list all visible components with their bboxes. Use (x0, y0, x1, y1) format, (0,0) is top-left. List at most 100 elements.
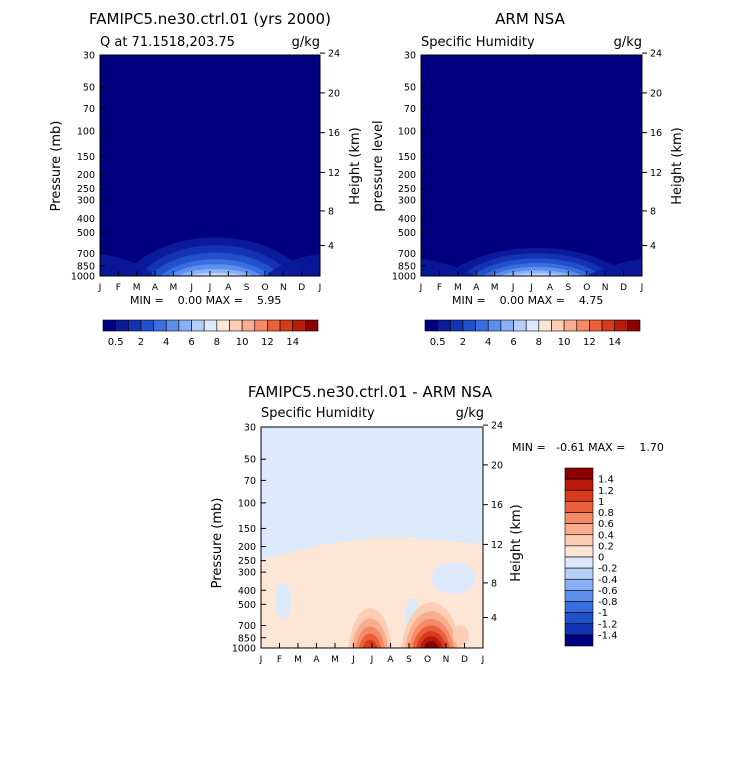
chart2-ytick-right-label-3: 12 (650, 168, 662, 179)
chart3-units: g/kg (456, 406, 484, 421)
colorbar-diff-swatch-6 (564, 534, 594, 547)
chart3-neg-patch-left (275, 582, 292, 619)
chart2-ylabel: pressure level (371, 120, 386, 211)
chart2-field (421, 55, 642, 276)
chart3-ylabel-right: Height (km) (509, 504, 524, 581)
colorbar-top-left-swatch-13 (267, 319, 281, 332)
chart1-ytick-label-0: 30 (83, 51, 95, 62)
chart3-xtick-label-0: J (259, 655, 263, 665)
chart2-xtick-label-11: D (620, 283, 627, 293)
chart1-ylabel: Pressure (mb) (49, 121, 64, 212)
chart3-stats: MIN = -0.61 MAX = 1.70 (512, 441, 664, 454)
chart1-ylabel-right: Height (km) (348, 127, 363, 204)
chart2-background (421, 55, 642, 276)
colorbar-top-left-swatch-1 (115, 319, 129, 332)
chart1-subtitle: Q at 71.1518,203.75 (100, 35, 235, 50)
colorbar-top-right-label-3: 6 (510, 337, 516, 348)
colorbar-top-right-label-5: 10 (558, 337, 571, 348)
chart2-xtick-label-1: F (437, 283, 442, 293)
colorbar-top-right-swatch-2 (449, 319, 464, 332)
chart2-xtick-label-10: N (602, 283, 609, 293)
colorbar-top-left-label-3: 6 (188, 337, 194, 348)
chart1-ytick-label-10: 700 (77, 249, 95, 260)
chart2-ytick-label-8: 400 (398, 214, 416, 225)
colorbar-top-left-label-5: 10 (236, 337, 249, 348)
chart2-xtick-label-9: O (583, 283, 590, 293)
chart3-ytick-label-1: 50 (244, 455, 256, 466)
colorbar-diff-swatch-11 (564, 590, 594, 602)
chart2-ytick-right-label-4: 8 (650, 206, 656, 217)
chart1-ytick-label-7: 300 (77, 196, 95, 207)
colorbar-diff-swatch-12 (564, 601, 594, 613)
chart2-subtitle: Specific Humidity (421, 35, 535, 50)
colorbar-diff-label-2: 1 (598, 497, 604, 508)
chart2-winter-layer-late (586, 258, 642, 276)
chart1-ytick-label-11: 850 (77, 261, 95, 272)
colorbar-top-right-swatch-11 (563, 319, 578, 332)
chart1-ytick-label-9: 500 (77, 228, 95, 239)
colorbar-diff-swatch-15 (564, 634, 594, 647)
colorbar-diff-label-5: 0.4 (598, 530, 614, 541)
chart1-ytick-label-5: 200 (77, 170, 95, 181)
colorbar-top-right-label-6: 12 (583, 337, 596, 348)
chart1-xtick-label-5: J (189, 283, 193, 293)
chart3-xtick-label-8: S (406, 655, 412, 665)
chart3-xtick-label-4: M (331, 655, 339, 665)
colorbar-diff-label-0: 1.4 (598, 475, 614, 486)
chart3-ytick-right-label-4: 8 (491, 578, 497, 589)
colorbar-top-right-label-1: 2 (460, 337, 466, 348)
colorbar-top-right-swatch-14 (601, 319, 616, 332)
colorbar-top-left-swatch-6 (178, 319, 192, 332)
chart1-ytick-label-3: 100 (77, 126, 95, 137)
colorbar-diff-swatch-8 (564, 556, 594, 569)
colorbar-top-left-swatch-5 (165, 319, 180, 332)
colorbar-top-left-swatch-4 (153, 319, 167, 332)
chart3-small-warm (452, 625, 469, 646)
chart2-xtick-label-0: J (419, 283, 423, 293)
colorbar-diff-label-14: -1.4 (598, 630, 618, 641)
chart1-ytick-right-label-0: 24 (328, 49, 340, 60)
chart2-ytick-label-12: 1000 (392, 272, 416, 283)
colorbar-top-left-swatch-8 (203, 319, 218, 332)
colorbar-diff-swatch-7 (564, 545, 594, 558)
colorbar-diff-swatch-0 (564, 467, 594, 480)
chart1-xtick-label-10: N (280, 283, 287, 293)
chart2-ytick-label-10: 700 (398, 249, 416, 260)
colorbar-diff-swatch-3 (564, 501, 594, 513)
colorbar-top-right-label-7: 14 (608, 337, 621, 348)
chart3-ytick-label-11: 850 (238, 633, 256, 644)
colorbar-top-right-swatch-8 (525, 319, 540, 332)
colorbar-top-right-swatch-0 (424, 319, 438, 332)
chart3-ytick-label-6: 250 (238, 556, 256, 567)
chart3-xtick-label-11: D (461, 655, 468, 665)
chart2-ytick-label-2: 70 (404, 104, 416, 115)
colorbar-diff-swatch-13 (564, 612, 594, 625)
chart1-ytick-label-1: 50 (83, 83, 95, 94)
colorbar-diff-label-13: -1.2 (598, 619, 618, 630)
colorbar-diff-label-7: 0 (598, 553, 604, 564)
chart3-title: FAMIPC5.ne30.ctrl.01 - ARM NSA (248, 383, 493, 401)
chart3-neg-patch-upper (431, 562, 476, 595)
colorbar-top-right-swatch-13 (589, 319, 603, 332)
chart3-xtick-label-2: M (294, 655, 302, 665)
colorbar-top-right-swatch-5 (487, 319, 502, 332)
colorbar-top-left-swatch-12 (254, 319, 268, 332)
chart1-xtick-label-11: D (298, 283, 305, 293)
chart3-ytick-label-10: 700 (238, 621, 256, 632)
chart2-ytick-right-label-5: 4 (650, 241, 656, 252)
chart3-ylabel: Pressure (mb) (210, 498, 225, 589)
colorbar-diff-label-1: 1.2 (598, 486, 614, 497)
colorbar-top-left-swatch-9 (216, 319, 230, 332)
colorbar-top-left-label-6: 12 (261, 337, 274, 348)
colorbar-top-left-swatch-7 (191, 319, 205, 332)
colorbar-diff-label-11: -0.8 (598, 597, 618, 608)
chart2-ytick-label-6: 250 (398, 184, 416, 195)
colorbar-diff-label-3: 0.8 (598, 508, 614, 519)
chart2-xtick-label-8: S (565, 283, 571, 293)
colorbar-diff-swatch-9 (564, 567, 594, 580)
colorbar-top-left-swatch-14 (279, 319, 294, 332)
chart2-ytick-right-label-0: 24 (650, 49, 662, 60)
chart2-ytick-label-0: 30 (404, 51, 416, 62)
